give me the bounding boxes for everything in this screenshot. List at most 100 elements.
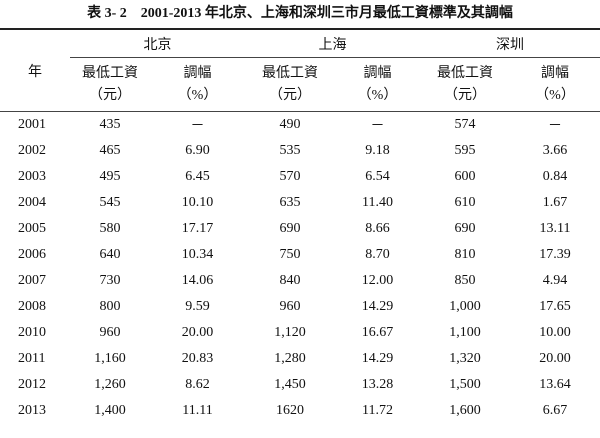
value-cell: 570 — [279, 169, 301, 184]
subheader-line: （%） — [357, 87, 398, 103]
value-cell: 8.70 — [365, 247, 390, 262]
subheader: 調幅 （%） — [510, 57, 600, 112]
value-cell: 574 — [454, 117, 476, 132]
subheader-row: 最低工資 （元） 調幅 （%） 最低工資 （元） 調幅 （%） 最低工資 （元） 調幅 （%） — [0, 57, 600, 112]
value-cell: 13.28 — [361, 377, 394, 392]
value-cell: 6.67 — [542, 403, 568, 418]
value-cell: 1,280 — [274, 351, 306, 366]
value-cell: 10.10 — [181, 195, 214, 210]
data-row: 2004 545 10.10 635 11.40 610 1.67 — [0, 190, 600, 216]
value-cell: 6.90 — [185, 143, 210, 158]
subheader: 最低工資 （元） — [420, 57, 510, 112]
city-name: 北京 — [143, 37, 172, 53]
value-cell: 8.62 — [185, 377, 210, 392]
value-cell: 545 — [99, 195, 121, 210]
year-cell: 2007 — [18, 273, 46, 288]
value-cell: 640 — [99, 247, 121, 262]
year-cell: 2004 — [18, 195, 46, 210]
value-cell: 6.54 — [365, 169, 390, 184]
year-cell: 2012 — [18, 377, 46, 392]
value-cell: 840 — [279, 273, 301, 288]
value-cell: 465 — [99, 143, 121, 158]
wage-table: 年 北京 上海 深圳 最低工資 （元） 調幅 （%） 最低工資 （元） 調幅 （%） 最低工資 （元） 調幅… — [0, 28, 600, 424]
value-cell: － — [548, 119, 562, 134]
year-cell: 2002 — [18, 143, 46, 158]
data-row: 2012 1,260 8.62 1,450 13.28 1,500 13.64 — [0, 372, 600, 398]
year-cell: 2008 — [18, 299, 46, 314]
value-cell: 1,600 — [449, 403, 481, 418]
value-cell: 850 — [454, 273, 476, 288]
city-header: 北京 — [70, 29, 245, 58]
value-cell: 17.17 — [181, 221, 214, 236]
value-cell: 1620 — [276, 403, 304, 418]
value-cell: 610 — [454, 195, 476, 210]
value-cell: 4.94 — [542, 273, 568, 288]
year-cell: 2013 — [18, 403, 46, 418]
value-cell: 14.29 — [361, 299, 394, 314]
subheader-line: 調幅 — [363, 65, 392, 81]
subheader-line: （%） — [535, 87, 575, 103]
data-row: 2011 1,160 20.83 1,280 14.29 1,320 20.00 — [0, 346, 600, 372]
value-cell: 595 — [454, 143, 476, 158]
value-cell: 9.18 — [365, 143, 390, 158]
value-cell: 1,320 — [449, 351, 481, 366]
value-cell: 10.34 — [181, 247, 214, 262]
city-header: 深圳 — [420, 29, 600, 58]
value-cell: 580 — [99, 221, 121, 236]
value-cell: 13.11 — [539, 221, 571, 236]
data-row: 2008 800 9.59 960 14.29 1,000 17.65 — [0, 294, 600, 320]
value-cell: 1,000 — [449, 299, 481, 314]
data-row: 2006 640 10.34 750 8.70 810 17.39 — [0, 242, 600, 268]
value-cell: － — [190, 119, 205, 134]
value-cell: 600 — [454, 169, 476, 184]
value-cell: 11.40 — [362, 195, 393, 210]
value-cell: 20.83 — [181, 351, 214, 366]
value-cell: 16.67 — [361, 325, 394, 340]
value-cell: 1,100 — [449, 325, 481, 340]
year-cell: 2006 — [18, 247, 46, 262]
subheader-line: 最低工資 — [437, 65, 493, 81]
value-cell: 20.00 — [539, 351, 571, 366]
value-cell: 17.39 — [539, 247, 571, 262]
year-cell: 2003 — [18, 169, 46, 184]
value-cell: 690 — [279, 221, 301, 236]
value-cell: － — [370, 119, 385, 134]
value-cell: 9.59 — [185, 299, 210, 314]
data-row: 2007 730 14.06 840 12.00 850 4.94 — [0, 268, 600, 294]
city-name: 上海 — [318, 37, 347, 53]
value-cell: 11.11 — [182, 403, 213, 418]
value-cell: 810 — [454, 247, 476, 262]
value-cell: 11.72 — [362, 403, 393, 418]
subheader-line: 調幅 — [541, 65, 569, 81]
data-row: 2002 465 6.90 535 9.18 595 3.66 — [0, 138, 600, 164]
value-cell: 1.67 — [542, 195, 568, 210]
value-cell: 730 — [99, 273, 121, 288]
subheader-line: （元） — [89, 87, 131, 103]
data-row: 2010 960 20.00 1,120 16.67 1,100 10.00 — [0, 320, 600, 346]
value-cell: 495 — [99, 169, 121, 184]
value-cell: 1,160 — [94, 351, 126, 366]
subheader: 調幅 （%） — [335, 57, 420, 112]
subheader: 最低工資 （元） — [245, 57, 335, 112]
value-cell: 13.64 — [539, 377, 571, 392]
value-cell: 6.45 — [185, 169, 210, 184]
value-cell: 12.00 — [361, 273, 394, 288]
value-cell: 14.29 — [361, 351, 394, 366]
city-header: 上海 — [245, 29, 420, 58]
subheader: 最低工資 （元） — [70, 57, 150, 112]
city-name: 深圳 — [496, 37, 524, 53]
header-row: 年 北京 上海 深圳 — [0, 29, 600, 112]
subheader-line: （元） — [444, 87, 486, 103]
value-cell: 3.66 — [542, 143, 568, 158]
value-cell: 1,450 — [274, 377, 306, 392]
value-cell: 960 — [279, 299, 301, 314]
value-cell: 635 — [279, 195, 301, 210]
value-cell: 1,400 — [94, 403, 126, 418]
value-cell: 17.65 — [539, 299, 571, 314]
value-cell: 0.84 — [542, 169, 568, 184]
value-cell: 750 — [279, 247, 301, 262]
year-cell: 2011 — [18, 351, 46, 366]
value-cell: 1,260 — [94, 377, 126, 392]
data-row: 2005 580 17.17 690 8.66 690 13.11 — [0, 216, 600, 242]
